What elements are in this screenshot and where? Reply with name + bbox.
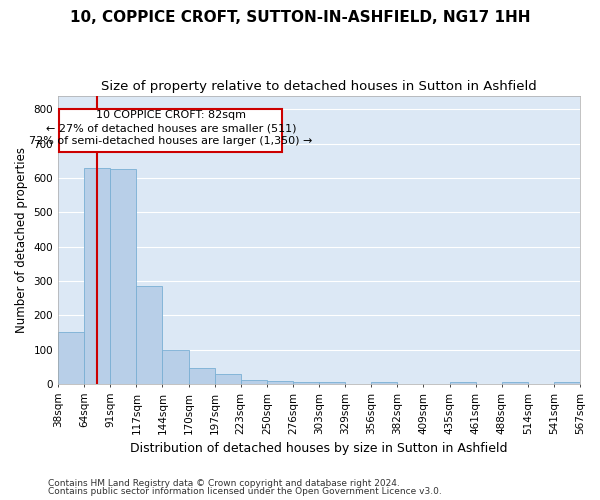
X-axis label: Distribution of detached houses by size in Sutton in Ashfield: Distribution of detached houses by size …: [130, 442, 508, 455]
Bar: [84, 168, 110, 384]
Bar: [554, 382, 580, 384]
Bar: [215, 374, 241, 384]
Text: 10 COPPICE CROFT: 82sqm: 10 COPPICE CROFT: 82sqm: [96, 110, 246, 120]
Bar: [502, 382, 528, 384]
Bar: [449, 382, 476, 384]
Bar: [293, 382, 319, 384]
Text: Contains HM Land Registry data © Crown copyright and database right 2024.: Contains HM Land Registry data © Crown c…: [48, 478, 400, 488]
FancyBboxPatch shape: [59, 110, 283, 152]
Y-axis label: Number of detached properties: Number of detached properties: [15, 146, 28, 332]
Text: Contains public sector information licensed under the Open Government Licence v3: Contains public sector information licen…: [48, 487, 442, 496]
Bar: [241, 380, 267, 384]
Text: 72% of semi-detached houses are larger (1,350) →: 72% of semi-detached houses are larger (…: [29, 136, 313, 146]
Bar: [58, 332, 84, 384]
Text: ← 27% of detached houses are smaller (511): ← 27% of detached houses are smaller (51…: [46, 123, 296, 133]
Bar: [110, 170, 136, 384]
Title: Size of property relative to detached houses in Sutton in Ashfield: Size of property relative to detached ho…: [101, 80, 537, 93]
Bar: [163, 350, 188, 384]
Bar: [136, 286, 163, 384]
Bar: [319, 382, 345, 384]
Text: 10, COPPICE CROFT, SUTTON-IN-ASHFIELD, NG17 1HH: 10, COPPICE CROFT, SUTTON-IN-ASHFIELD, N…: [70, 10, 530, 25]
Bar: [188, 368, 215, 384]
Bar: [267, 381, 293, 384]
Bar: [371, 382, 397, 384]
